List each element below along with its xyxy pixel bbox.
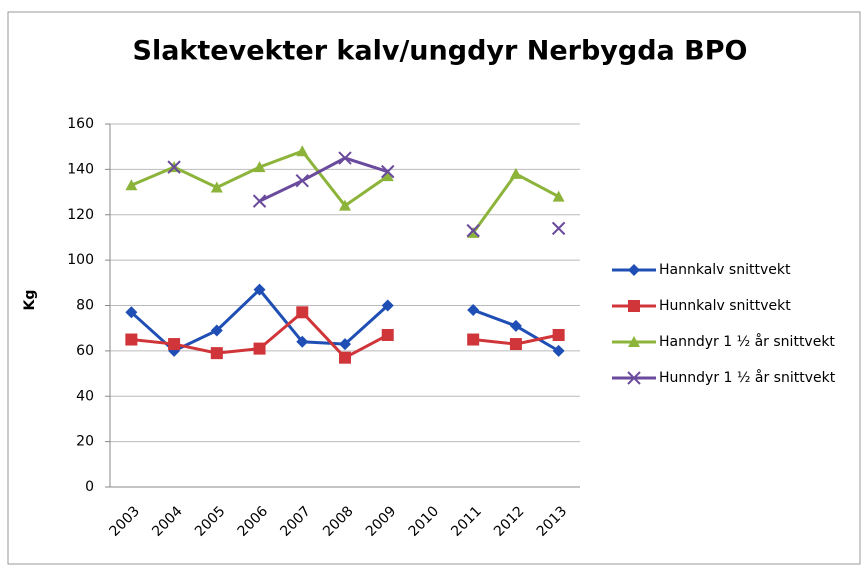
- data-point: [552, 344, 565, 357]
- data-point: [509, 338, 522, 351]
- data-point: [509, 319, 522, 332]
- y-tick-label: 120: [67, 207, 94, 223]
- legend-label: Hunndyr 1 ½ år snittvekt: [659, 369, 836, 386]
- data-point: [253, 342, 266, 355]
- data-point: [210, 181, 223, 193]
- data-point: [381, 328, 394, 341]
- data-point: [296, 335, 309, 348]
- data-point: [467, 226, 480, 238]
- data-point: [125, 333, 138, 346]
- data-point: [381, 164, 395, 179]
- y-tick-label: 40: [76, 388, 94, 404]
- data-point: [253, 283, 266, 296]
- legend-label: Hannkalv snittvekt: [659, 262, 791, 278]
- data-point: [168, 338, 181, 351]
- data-point: [381, 299, 394, 312]
- data-point: [253, 161, 266, 173]
- series-line: [258, 156, 389, 203]
- y-tick-label: 60: [76, 343, 94, 359]
- data-point: [339, 338, 351, 351]
- data-point: [125, 179, 138, 191]
- chart-title: Slaktevekter kalv/ungdyr Nerbygda BPO: [133, 36, 748, 67]
- data-point: [252, 194, 267, 208]
- legend-marker: [628, 336, 640, 347]
- data-point: [509, 167, 522, 179]
- y-tick-label: 0: [85, 479, 94, 495]
- data-point: [167, 160, 181, 174]
- legend-marker: [628, 264, 640, 276]
- legend-label: Hunnkalv snittvekt: [659, 298, 791, 314]
- data-point: [210, 347, 223, 360]
- data-point: [295, 174, 309, 188]
- data-point: [551, 221, 566, 236]
- data-point: [296, 306, 309, 319]
- y-tick-label: 80: [76, 298, 94, 314]
- legend-label: Hanndyr 1 ½ år snittvekt: [659, 333, 835, 350]
- data-point: [296, 145, 309, 157]
- y-tick-label: 100: [67, 252, 94, 268]
- data-point: [552, 328, 565, 341]
- data-point: [339, 199, 351, 211]
- data-point: [381, 170, 394, 182]
- y-tick-label: 160: [67, 116, 94, 132]
- data-point: [125, 306, 138, 319]
- data-point: [338, 151, 352, 165]
- data-point: [552, 190, 565, 202]
- data-point: [467, 333, 480, 346]
- legend-marker: [627, 371, 641, 385]
- y-tick-label: 140: [67, 161, 94, 177]
- chart-border: [7, 11, 861, 565]
- data-point: [466, 223, 480, 238]
- y-tick-label: 20: [76, 434, 94, 450]
- data-point: [339, 351, 351, 364]
- data-point: [210, 324, 223, 337]
- legend-marker: [628, 300, 640, 312]
- y-axis-label: Kg: [22, 290, 38, 311]
- data-point: [467, 304, 480, 317]
